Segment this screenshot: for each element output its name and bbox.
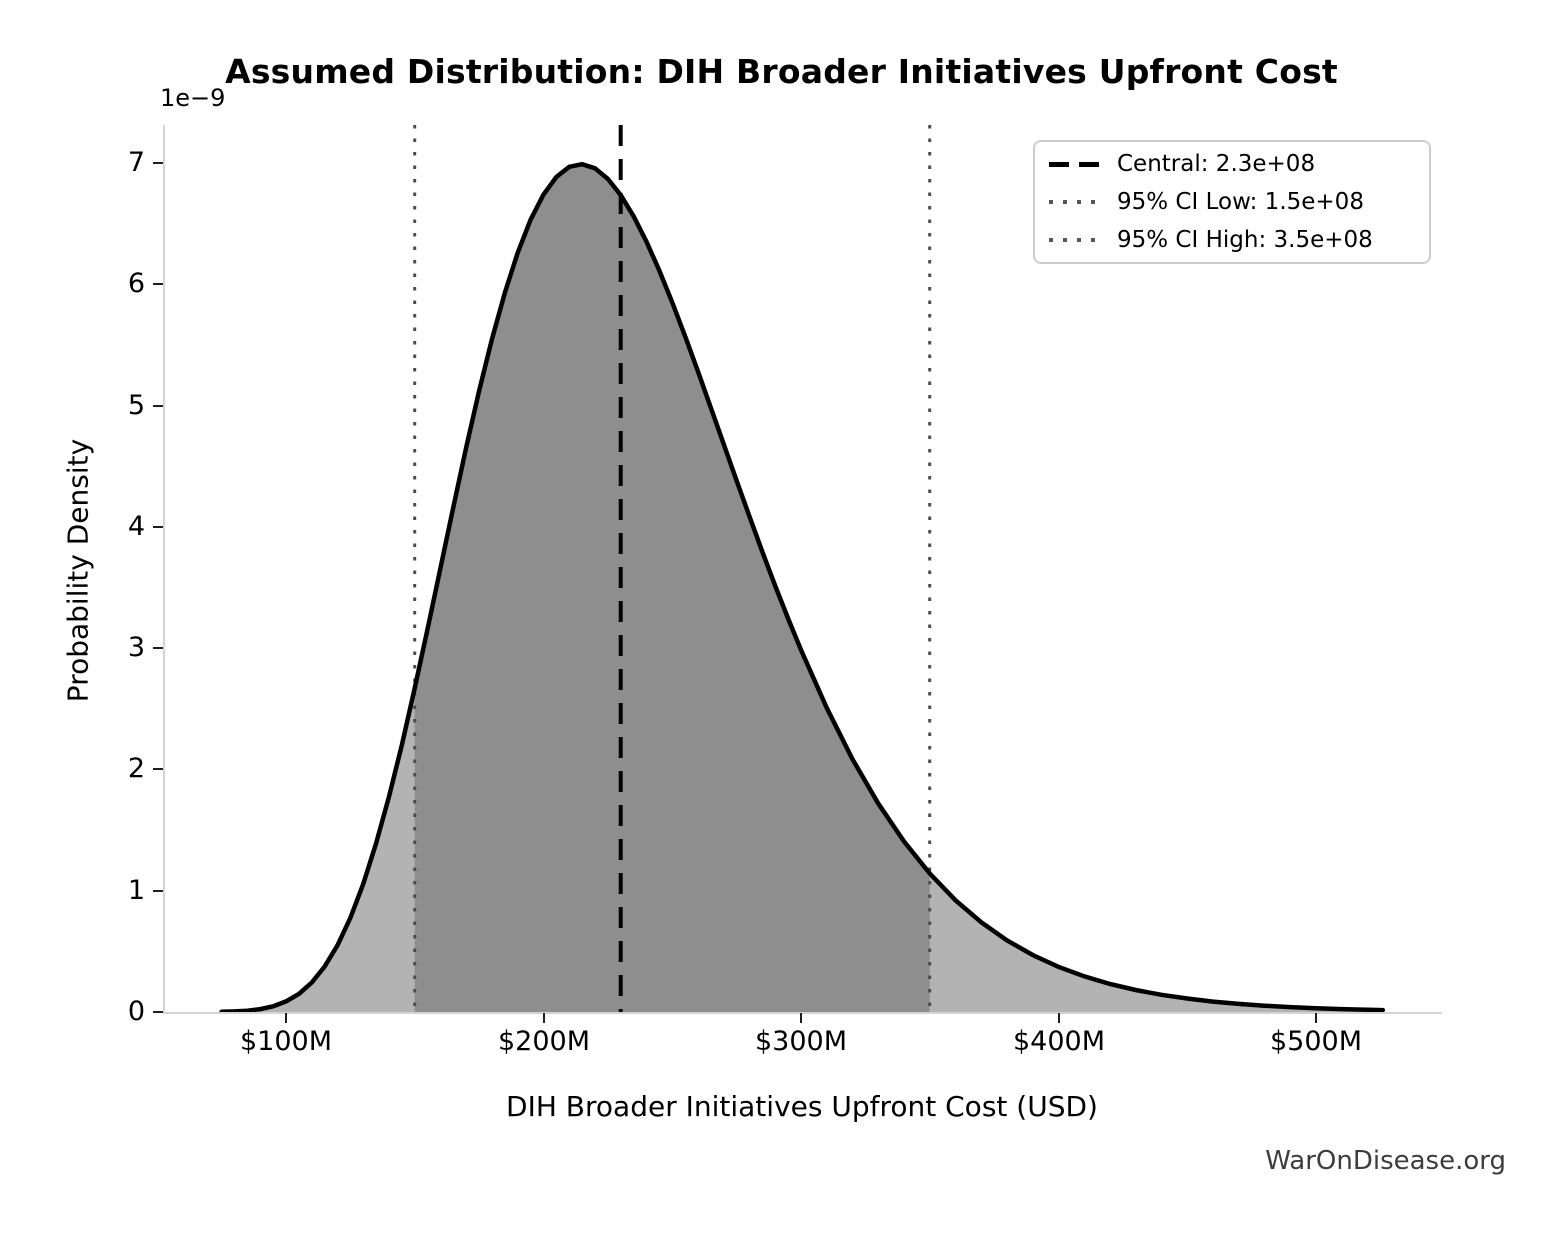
y-tick-label: 1 (127, 875, 145, 906)
legend-item-ci-high: 95% CI High: 3.5e+08 (1035, 224, 1429, 256)
y-tick-label: 6 (127, 268, 145, 299)
x-tick-label: $500M (1269, 1026, 1362, 1057)
y-tick-mark (153, 283, 163, 285)
x-tick-label: $400M (1012, 1026, 1105, 1057)
plot-svg (219, 125, 1386, 1012)
x-tick-mark (1315, 1013, 1317, 1023)
density-curve (219, 161, 1386, 1012)
x-tick-mark (543, 1013, 545, 1023)
legend-label: Central: 2.3e+08 (1117, 151, 1316, 177)
legend-item-central: Central: 2.3e+08 (1035, 148, 1429, 180)
x-tick-mark (800, 1013, 802, 1023)
y-tick-mark (153, 647, 163, 649)
y-tick-mark (153, 890, 163, 892)
x-tick-mark (1058, 1013, 1060, 1023)
left-spine (163, 125, 165, 1014)
y-tick-label: 0 (127, 996, 145, 1027)
y-tick-label: 4 (127, 511, 145, 542)
x-axis-label: DIH Broader Initiatives Upfront Cost (US… (506, 1090, 1098, 1123)
watermark: WarOnDisease.org (1265, 1146, 1506, 1176)
chart-title: Assumed Distribution: DIH Broader Initia… (225, 52, 1338, 91)
y-tick-label: 5 (127, 390, 145, 421)
legend-label: 95% CI Low: 1.5e+08 (1117, 189, 1364, 215)
y-axis-offset-label: 1e−9 (160, 84, 226, 112)
x-tick-mark (285, 1013, 287, 1023)
x-tick-label: $200M (497, 1026, 590, 1057)
legend-item-ci-low: 95% CI Low: 1.5e+08 (1035, 186, 1429, 218)
legend: Central: 2.3e+08 95% CI Low: 1.5e+08 95%… (1033, 140, 1431, 264)
bottom-spine (163, 1012, 1442, 1014)
y-tick-mark (153, 405, 163, 407)
dotted-line-swatch (1049, 238, 1101, 242)
y-tick-mark (153, 768, 163, 770)
y-tick-label: 3 (127, 632, 145, 663)
legend-label: 95% CI High: 3.5e+08 (1117, 227, 1373, 253)
dotted-line-swatch (1049, 200, 1101, 204)
plot-area (165, 125, 1440, 1012)
y-tick-mark (153, 162, 163, 164)
y-tick-label: 7 (127, 147, 145, 178)
y-tick-mark (153, 526, 163, 528)
density-fill-ci (414, 164, 930, 1012)
x-tick-label: $100M (239, 1026, 332, 1057)
dashed-line-swatch (1049, 161, 1101, 167)
x-tick-label: $300M (754, 1026, 847, 1057)
y-axis-label: Probability Density (61, 438, 95, 703)
y-tick-mark (153, 1011, 163, 1013)
y-tick-label: 2 (127, 753, 145, 784)
